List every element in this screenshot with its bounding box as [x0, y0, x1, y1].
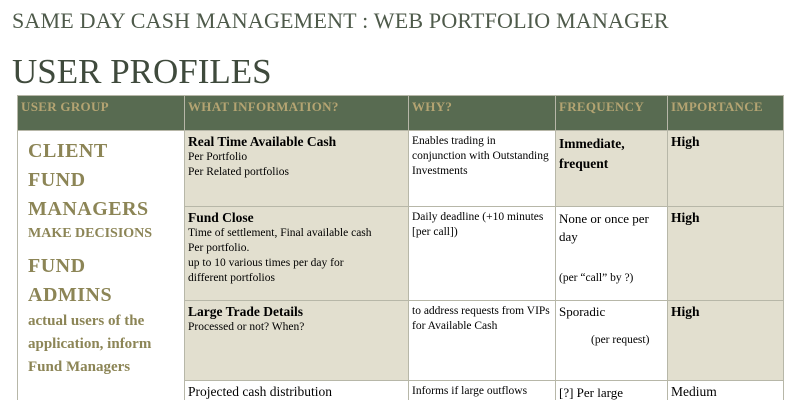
table-row: Fund Close Time of settlement, Final ava…	[18, 206, 784, 301]
info-cell: Large Trade Details Processed or not? Wh…	[184, 300, 409, 381]
group-make-decisions: MAKE DECISIONS	[28, 226, 153, 241]
importance-cell: Medium	[667, 380, 784, 400]
document-title: SAME DAY CASH MANAGEMENT : WEB PORTFOLIO…	[12, 8, 669, 33]
importance-cell: High	[667, 300, 784, 381]
group-desc-1: actual users of the	[28, 313, 145, 329]
frequency-note: (per “call” by ?)	[559, 272, 634, 284]
info-cell: Fund Close Time of settlement, Final ava…	[184, 206, 409, 301]
header-why: WHY?	[408, 95, 556, 131]
frequency-cell: Immediate, frequent	[555, 130, 668, 207]
frequency-note: (per request)	[591, 334, 650, 346]
importance-value: High	[671, 304, 700, 319]
info-line: Processed or not? When?	[188, 321, 305, 333]
header-importance: IMPORTANCE	[667, 95, 784, 131]
info-line: different portfolios	[188, 272, 275, 284]
importance-cell: High	[667, 206, 784, 301]
info-line: Per portfolio.	[188, 242, 250, 254]
frequency-value: Immediate, frequent	[559, 136, 625, 171]
table-header-row: USER GROUP WHAT INFORMATION? WHY? FREQUE…	[17, 95, 784, 131]
header-frequency: FREQUENCY	[555, 95, 668, 131]
page-heading: USER PROFILES	[12, 52, 272, 91]
frequency-value: None or once per day	[559, 211, 649, 244]
info-line: Per Related portfolios	[188, 166, 289, 178]
info-cell: Real Time Available Cash Per Portfolio P…	[184, 130, 409, 207]
group-desc-2: application, inform	[28, 336, 152, 352]
frequency-cell: None or once per day (per “call” by ?)	[555, 206, 668, 301]
why-cell: Enables trading in conjunction with Outs…	[408, 130, 556, 207]
info-line: Time of settlement, Final available cash	[188, 227, 372, 239]
info-cell: Projected cash distribution	[184, 380, 409, 400]
user-profiles-table: USER GROUP WHAT INFORMATION? WHY? FREQUE…	[17, 95, 784, 400]
frequency-value: Sporadic	[559, 304, 606, 319]
frequency-cell: Sporadic (per request)	[555, 300, 668, 381]
info-title: Fund Close	[188, 210, 254, 225]
info-title: Projected cash distribution	[188, 384, 332, 399]
info-title: Large Trade Details	[188, 304, 303, 319]
importance-value: Medium	[671, 384, 717, 399]
frequency-cell: [?] Per large	[555, 380, 668, 400]
header-what-information: WHAT INFORMATION?	[184, 95, 409, 131]
group-desc-3: Fund Managers	[28, 359, 131, 375]
info-line: Per Portfolio	[188, 151, 248, 163]
importance-value: High	[671, 210, 700, 225]
table-row: CLIENT FUND MANAGERS MAKE DECISIONS FUND…	[17, 130, 784, 400]
header-user-group: USER GROUP	[17, 95, 185, 131]
info-title: Real Time Available Cash	[188, 134, 337, 149]
importance-value: High	[671, 134, 700, 149]
group-client: CLIENT	[28, 140, 108, 162]
why-cell: Daily deadline (+10 minutes [per call])	[408, 206, 556, 301]
user-group-cell: CLIENT FUND MANAGERS MAKE DECISIONS FUND…	[17, 130, 185, 400]
importance-cell: High	[667, 130, 784, 207]
group-fund: FUND	[28, 169, 86, 191]
group-managers: MANAGERS	[28, 198, 149, 220]
group-admins: ADMINS	[28, 284, 113, 306]
info-line: up to 10 various times per day for	[188, 257, 344, 269]
why-cell: Informs if large outflows	[408, 380, 556, 400]
group-fund-2: FUND	[28, 255, 86, 277]
table-row: Projected cash distribution Informs if l…	[18, 380, 784, 400]
frequency-value: [?] Per large	[559, 385, 624, 400]
why-cell: to address requests from VIPs for Availa…	[408, 300, 556, 381]
